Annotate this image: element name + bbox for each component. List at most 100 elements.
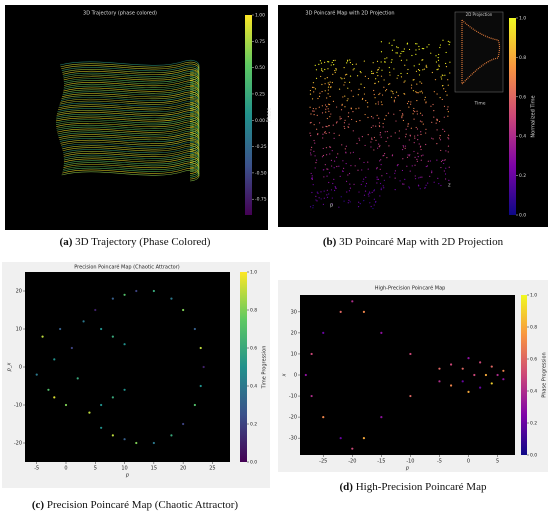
poincare-point <box>377 75 379 77</box>
poincare-point <box>347 126 349 128</box>
poincare-point <box>400 72 402 75</box>
poincare-point <box>331 197 333 199</box>
poincare-point <box>420 131 422 133</box>
point <box>53 358 56 361</box>
point <box>362 437 366 440</box>
panel-title: High-Precision Poincaré Map <box>375 285 446 292</box>
poincare-point <box>400 52 402 55</box>
poincare-point <box>383 187 385 189</box>
poincare-point <box>314 155 316 157</box>
poincare-point <box>345 152 347 154</box>
poincare-point <box>396 52 398 54</box>
inset-label: Time <box>473 101 485 107</box>
poincare-point <box>349 59 351 61</box>
poincare-point <box>447 115 449 117</box>
poincare-point <box>390 90 392 92</box>
poincare-point <box>433 181 435 183</box>
poincare-point <box>416 43 418 45</box>
poincare-point <box>388 145 390 147</box>
poincare-point <box>329 95 331 98</box>
poincare-point <box>326 126 328 128</box>
x-axis-label: p <box>125 473 129 479</box>
poincare-point <box>379 134 381 136</box>
point <box>64 403 68 407</box>
poincare-point <box>437 68 439 70</box>
poincare-point <box>382 126 384 128</box>
poincare-point <box>378 117 380 119</box>
poincare-point <box>347 202 349 204</box>
poincare-point <box>364 185 367 187</box>
poincare-point <box>425 64 427 66</box>
x-tick-label: -15 <box>377 459 385 465</box>
poincare-point <box>380 61 382 63</box>
poincare-point <box>432 103 434 106</box>
poincare-point <box>348 123 350 125</box>
poincare-point <box>447 111 449 113</box>
poincare-point <box>314 142 316 144</box>
poincare-point <box>372 125 374 127</box>
poincare-point <box>365 182 368 185</box>
poincare-point <box>363 199 365 202</box>
poincare-point <box>331 61 333 64</box>
poincare-point <box>447 137 449 139</box>
poincare-point <box>389 74 391 76</box>
poincare-point <box>348 190 351 192</box>
poincare-point <box>402 145 404 147</box>
poincare-point <box>403 183 405 185</box>
poincare-point <box>391 59 393 61</box>
poincare-point <box>394 172 396 174</box>
poincare-point <box>421 114 423 116</box>
poincare-point <box>380 51 383 53</box>
poincare-point <box>346 191 348 193</box>
poincare-point <box>438 120 441 123</box>
poincare-point <box>413 107 415 110</box>
poincare-point <box>309 122 311 124</box>
poincare-point <box>344 74 347 76</box>
poincare-point <box>324 132 326 134</box>
colorbar-label: Time Progression <box>262 346 268 390</box>
x-tick-label: -10 <box>406 459 414 465</box>
poincare-point <box>321 90 323 93</box>
poincare-point <box>324 90 326 92</box>
point <box>123 388 126 391</box>
poincare-point <box>346 60 349 62</box>
poincare-point <box>441 159 444 161</box>
poincare-point <box>445 167 447 169</box>
poincare-point <box>435 122 437 124</box>
poincare-point <box>341 104 343 106</box>
poincare-point <box>321 68 323 70</box>
point <box>123 343 126 346</box>
poincare-point <box>363 161 365 164</box>
poincare-point <box>434 79 437 81</box>
poincare-point <box>390 135 392 137</box>
caption-text: 3D Poincaré Map with 2D Projection <box>339 236 504 248</box>
colorbar-tick-label: 0.8 <box>519 55 526 61</box>
poincare-point <box>380 75 383 77</box>
poincare-point <box>322 133 324 135</box>
poincare-point <box>380 187 382 189</box>
poincare-point <box>367 168 369 170</box>
poincare-point <box>373 149 375 151</box>
poincare-point <box>410 103 412 105</box>
poincare-point <box>393 101 395 103</box>
x-axis-label: p <box>330 203 333 209</box>
poincare-point <box>394 132 396 134</box>
poincare-point <box>432 138 434 140</box>
poincare-point <box>445 62 447 65</box>
colorbar-tick-label: 0.2 <box>519 173 526 179</box>
poincare-point <box>440 76 442 78</box>
poincare-point <box>400 76 403 78</box>
poincare-point <box>414 175 416 177</box>
point <box>135 441 138 445</box>
poincare-point <box>394 97 397 99</box>
poincare-point <box>359 70 361 73</box>
poincare-point <box>444 173 447 175</box>
point <box>100 426 103 429</box>
poincare-point <box>322 147 324 150</box>
poincare-point <box>334 71 336 74</box>
poincare-point <box>365 100 367 102</box>
poincare-point <box>398 130 401 132</box>
poincare-point <box>422 154 424 156</box>
poincare-point <box>359 203 361 205</box>
poincare-point <box>400 59 402 62</box>
